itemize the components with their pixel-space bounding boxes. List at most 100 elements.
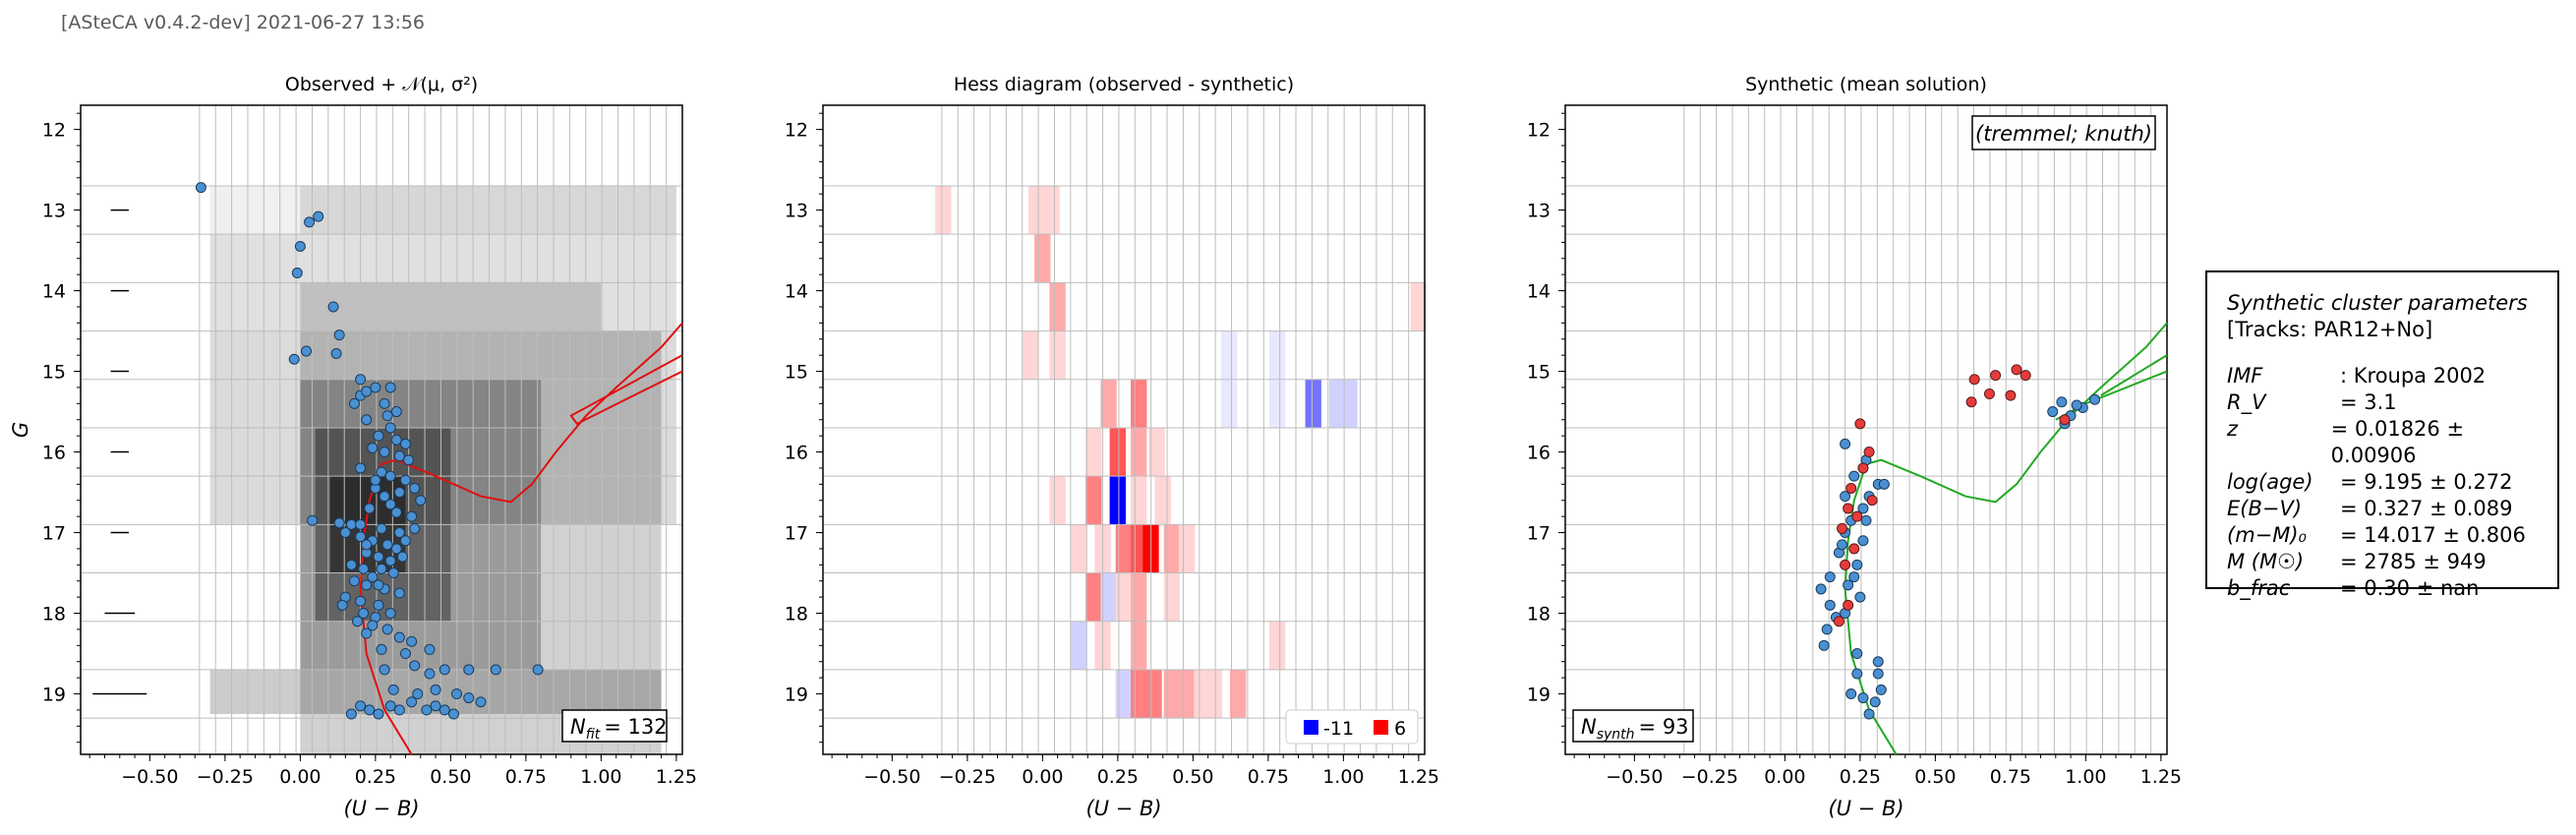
- hess-cell: [1085, 572, 1102, 622]
- hess-cell: [1049, 476, 1066, 525]
- panel-title-observed: Observed + 𝒩(μ, σ²): [285, 74, 478, 95]
- star-point: [412, 688, 424, 700]
- legend-pos-swatch: [1374, 720, 1388, 735]
- star-point: [393, 487, 405, 499]
- star-point: [532, 664, 544, 676]
- synthetic-binary-point: [1837, 522, 1848, 534]
- star-point: [333, 517, 345, 529]
- star-point: [463, 664, 475, 676]
- synthetic-single-point: [1851, 648, 1863, 660]
- star-point: [376, 563, 387, 574]
- hess-cell: [1154, 476, 1171, 525]
- star-point: [364, 503, 376, 514]
- star-point: [390, 434, 402, 446]
- star-point: [367, 620, 379, 631]
- synthetic-single-point: [1869, 696, 1881, 708]
- y-tick-label: 12: [1527, 120, 1551, 142]
- star-point: [355, 700, 367, 712]
- x-tick-label: 1.00: [580, 766, 621, 788]
- parameter-key: log(age): [2227, 470, 2313, 494]
- header-text: [ASteCA v0.4.2-dev] 2021-06-27 13:56: [61, 12, 426, 33]
- hess-cell: [1085, 427, 1102, 477]
- star-point: [339, 527, 351, 539]
- parameter-value: = 3.1: [2340, 390, 2397, 414]
- star-point: [406, 696, 418, 708]
- y-tick-label: 17: [785, 523, 808, 545]
- star-point: [384, 422, 396, 434]
- star-point: [381, 410, 393, 422]
- star-point: [424, 643, 436, 655]
- synthetic-single-point: [1851, 559, 1863, 570]
- y-tick-label: 13: [785, 201, 808, 222]
- hess-cell: [1131, 621, 1147, 670]
- synthetic-single-point: [1824, 599, 1836, 611]
- synthetic-single-point: [2047, 406, 2059, 418]
- parameters-title: Synthetic cluster parameters: [2227, 291, 2528, 315]
- parameter-value: : Kroupa 2002: [2340, 364, 2487, 388]
- hess-cell: [1220, 330, 1238, 380]
- star-point: [439, 664, 450, 676]
- parameter-value: = 0.30 ± nan: [2340, 576, 2480, 600]
- y-tick-label: 14: [785, 281, 808, 303]
- hess-cell: [1115, 572, 1133, 622]
- star-point: [379, 664, 390, 676]
- x-tick-label: 0.50: [1172, 766, 1213, 788]
- star-point: [370, 382, 381, 393]
- y-tick-label: 16: [42, 443, 66, 464]
- synthetic-single-point: [1845, 688, 1857, 700]
- y-tick-label: 17: [1527, 523, 1551, 545]
- parameter-row: log(age) = 9.195 ± 0.272: [2227, 469, 2538, 496]
- star-point: [364, 704, 376, 716]
- star-point: [345, 708, 357, 720]
- y-tick-label: 16: [785, 443, 808, 464]
- y-tick-label: 19: [42, 685, 66, 706]
- star-point: [361, 386, 373, 397]
- isochrone-binary-branch: [569, 354, 683, 426]
- star-point: [415, 495, 427, 507]
- star-point: [399, 438, 411, 449]
- hess-cell: [1145, 669, 1162, 719]
- legend-neg-swatch: [1304, 720, 1318, 735]
- synthetic-single-point: [1857, 503, 1869, 514]
- synthetic-binary-point: [1863, 447, 1875, 458]
- plot-frame: [1564, 104, 2168, 755]
- nsynth-subscript: synth: [1597, 727, 1635, 743]
- synthetic-single-point: [1863, 708, 1875, 720]
- star-point: [384, 555, 396, 567]
- parameter-row: b_frac = 0.30 ± nan: [2227, 575, 2538, 602]
- synthetic-single-point: [1878, 478, 1890, 490]
- synthetic-binary-point: [1968, 374, 1980, 386]
- star-point: [451, 688, 462, 700]
- density-bin: [209, 185, 676, 235]
- synthetic-binary-point: [1990, 370, 2002, 382]
- synthetic-single-point: [1821, 624, 1833, 635]
- star-point: [430, 684, 441, 695]
- star-point: [424, 668, 436, 680]
- panel-title-hess: Hess diagram (observed - synthetic): [954, 74, 1294, 95]
- star-point: [409, 522, 421, 534]
- isochrone-binary-branch: [2055, 354, 2168, 421]
- nfit-value: = 132: [604, 715, 667, 739]
- x-tick-label: −0.25: [939, 766, 996, 788]
- synthetic-single-point: [1872, 668, 1884, 680]
- hess-cell: [1131, 476, 1147, 525]
- synthetic-binary-point: [1843, 503, 1854, 514]
- star-point: [361, 414, 373, 426]
- star-point: [355, 518, 367, 530]
- star-point: [352, 616, 364, 627]
- hess-cell: [1100, 379, 1117, 428]
- star-point: [367, 571, 379, 583]
- synthetic-binary-point: [1965, 396, 1977, 408]
- hess-cell: [1205, 669, 1222, 719]
- synthetic-binary-point: [2020, 370, 2031, 382]
- star-point: [393, 527, 405, 539]
- hess-cell: [1100, 572, 1117, 622]
- synthetic-single-point: [1824, 571, 1836, 583]
- observed-panel: −0.50 −0.25 0.00 0.25 0.50 0.75 1.00 1.25 12 13 14…: [9, 104, 697, 820]
- y-tick-label: 12: [42, 120, 66, 142]
- parameters-box: Synthetic cluster parameters [Tracks: PA…: [2205, 270, 2559, 600]
- synthetic-binary-point: [1840, 559, 1851, 570]
- synthetic-binary-point: [2011, 364, 2022, 376]
- parameter-key: IMF: [2227, 364, 2263, 388]
- star-point: [333, 329, 345, 341]
